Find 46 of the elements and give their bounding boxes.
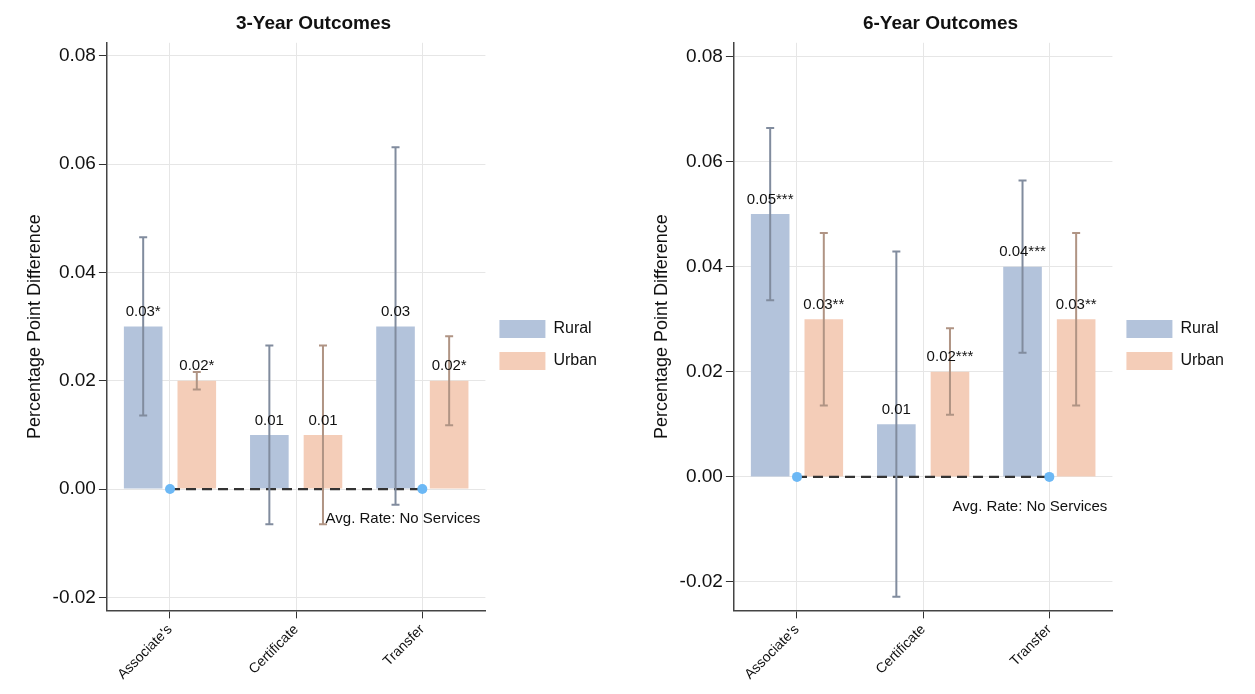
bar xyxy=(1056,319,1096,477)
y-tick-label: 0.06 xyxy=(685,149,723,171)
data-label: 0.01 xyxy=(881,399,911,417)
y-tick-label: 0.00 xyxy=(685,465,723,487)
y-tick-label: 0.04 xyxy=(685,254,724,276)
bar xyxy=(750,214,790,477)
data-label: 0.02* xyxy=(431,356,467,374)
data-label: 0.03 xyxy=(380,302,411,320)
data-label: 0.04*** xyxy=(999,242,1047,260)
data-label: 0.05*** xyxy=(746,189,794,207)
bar xyxy=(303,434,343,489)
y-tick-label: 0.04 xyxy=(58,260,97,282)
bar xyxy=(930,371,970,477)
data-label: 0.03* xyxy=(125,302,161,320)
legend-label: Rural xyxy=(1180,319,1219,337)
y-tick-label: 0.02 xyxy=(58,368,96,390)
chart-title: 3-Year Outcomes xyxy=(235,11,392,33)
bar xyxy=(429,380,469,489)
y-tick-label: -0.02 xyxy=(679,570,723,592)
y-axis-title: Percentage Point Difference xyxy=(650,214,671,439)
data-label: 0.01 xyxy=(308,410,338,428)
y-axis-title: Percentage Point Difference xyxy=(23,214,44,439)
bar xyxy=(250,434,289,489)
data-label: 0.01 xyxy=(254,410,284,428)
y-tick-label: -0.02 xyxy=(52,585,96,607)
data-label: 0.02*** xyxy=(926,347,974,365)
y-tick-label: 0.08 xyxy=(58,44,96,66)
y-tick-label: 0.06 xyxy=(58,152,96,174)
bar xyxy=(877,424,916,477)
bar xyxy=(804,319,844,477)
legend-label: Urban xyxy=(1180,351,1224,369)
legend-label: Rural xyxy=(553,319,592,337)
data-label: 0.03** xyxy=(803,294,845,312)
data-label: 0.03** xyxy=(1055,294,1097,312)
annotation: Avg. Rate: No Services xyxy=(325,509,481,527)
annotation: Avg. Rate: No Services xyxy=(952,497,1108,515)
legend-label: Urban xyxy=(553,351,597,369)
bar xyxy=(177,380,217,489)
y-tick-label: 0.08 xyxy=(685,44,723,66)
bar xyxy=(376,326,415,489)
data-label: 0.02* xyxy=(179,356,215,374)
bar xyxy=(1003,266,1042,477)
bar xyxy=(123,326,163,489)
chart-title: 6-Year Outcomes xyxy=(862,11,1019,33)
y-tick-label: 0.00 xyxy=(58,477,96,499)
y-tick-label: 0.02 xyxy=(685,360,723,382)
